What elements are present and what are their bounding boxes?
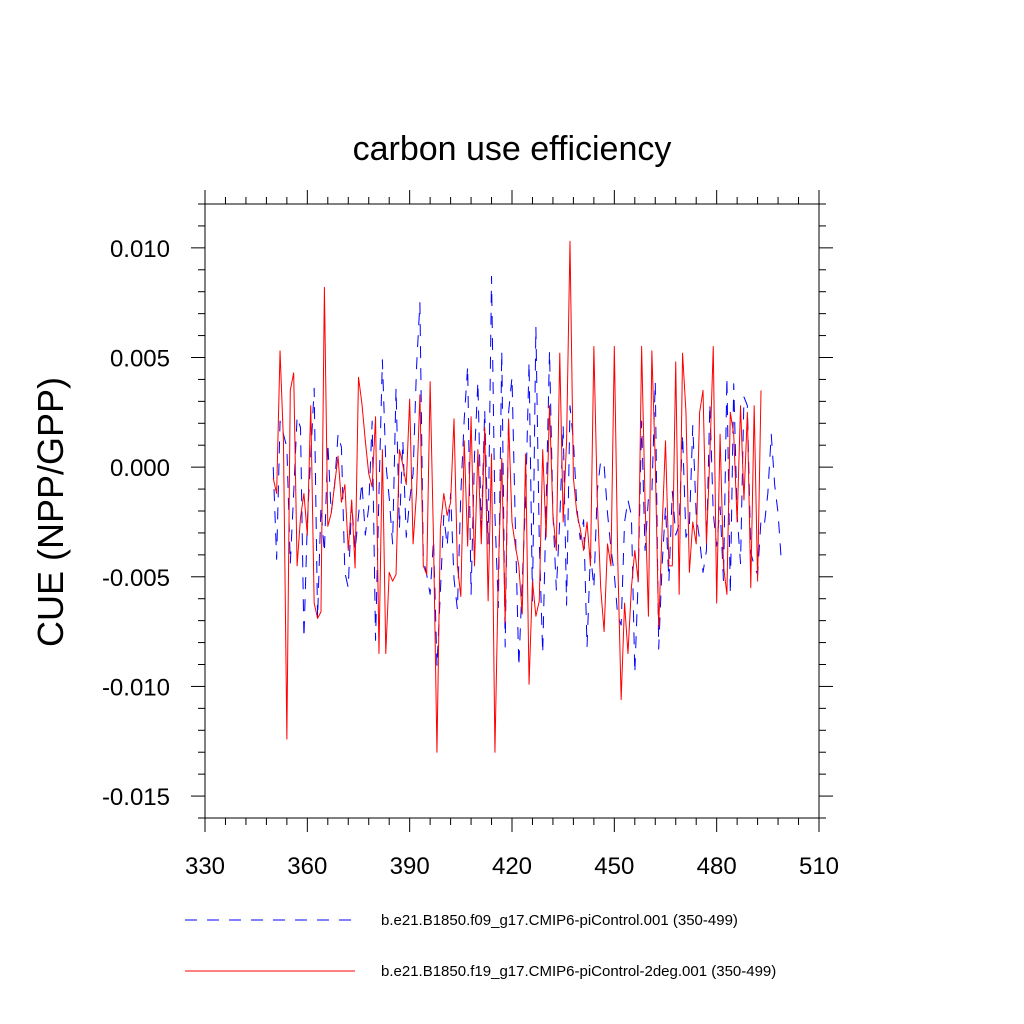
x-tick-label: 450 [594,853,634,880]
series-line-f19-red [272,240,762,753]
x-tick-label: 510 [799,853,839,880]
y-axis-label: CUE (NPP/GPP) [30,377,71,647]
y-tick-label: -0.015 [102,784,170,811]
y-tick-label: -0.010 [102,674,170,701]
series-line-f09-blue [272,275,782,674]
legend-label-f19: b.e21.B1850.f19_g17.CMIP6-piControl-2deg… [381,963,776,980]
x-tick-label: 330 [185,853,225,880]
legend-label-f09: b.e21.B1850.f09_g17.CMIP6-piControl.001 … [381,912,738,929]
x-tick-label: 420 [492,853,532,880]
x-tick-label: 390 [390,853,430,880]
y-tick-label: 0.010 [110,236,170,263]
plot-area: 330 360 390 420 450 480 510 -0.015 -0.010 -0.005 0… [102,190,839,880]
chart-title: carbon use efficiency [353,130,672,168]
y-tick-label: 0.005 [110,346,170,373]
y-tick-label: -0.005 [102,565,170,592]
legend: b.e21.B1850.f09_g17.CMIP6-piControl.001 … [185,912,776,980]
x-tick-label: 360 [287,853,327,880]
x-tick-label: 480 [697,853,737,880]
y-tick-label: 0.000 [110,455,170,482]
